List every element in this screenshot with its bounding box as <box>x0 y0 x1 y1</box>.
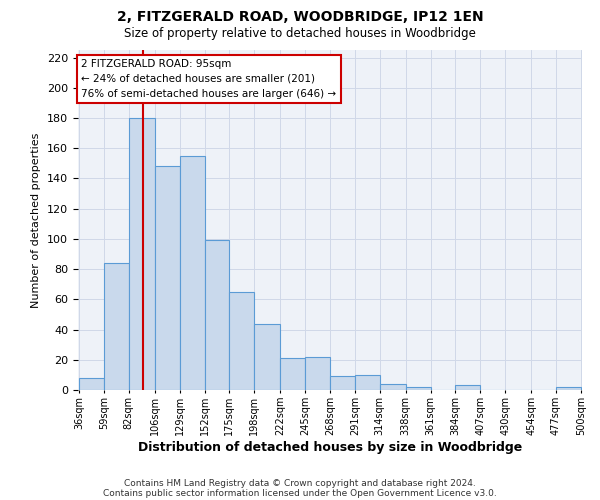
Text: Size of property relative to detached houses in Woodbridge: Size of property relative to detached ho… <box>124 28 476 40</box>
Bar <box>406 387 431 390</box>
Bar <box>556 387 581 390</box>
Bar <box>155 166 179 390</box>
Bar <box>280 358 305 390</box>
Bar <box>254 324 280 390</box>
Bar <box>104 263 129 390</box>
X-axis label: Distribution of detached houses by size in Woodbridge: Distribution of detached houses by size … <box>138 440 522 454</box>
Bar <box>305 357 330 390</box>
Bar <box>355 375 380 390</box>
Bar <box>179 156 205 390</box>
Bar <box>79 378 104 390</box>
Text: 2 FITZGERALD ROAD: 95sqm
← 24% of detached houses are smaller (201)
76% of semi-: 2 FITZGERALD ROAD: 95sqm ← 24% of detach… <box>81 59 337 98</box>
Bar <box>205 240 229 390</box>
Bar <box>455 386 481 390</box>
Bar <box>330 376 355 390</box>
Y-axis label: Number of detached properties: Number of detached properties <box>31 132 41 308</box>
Text: 2, FITZGERALD ROAD, WOODBRIDGE, IP12 1EN: 2, FITZGERALD ROAD, WOODBRIDGE, IP12 1EN <box>116 10 484 24</box>
Text: Contains public sector information licensed under the Open Government Licence v3: Contains public sector information licen… <box>103 488 497 498</box>
Bar <box>129 118 155 390</box>
Bar <box>380 384 406 390</box>
Text: Contains HM Land Registry data © Crown copyright and database right 2024.: Contains HM Land Registry data © Crown c… <box>124 478 476 488</box>
Bar <box>229 292 254 390</box>
